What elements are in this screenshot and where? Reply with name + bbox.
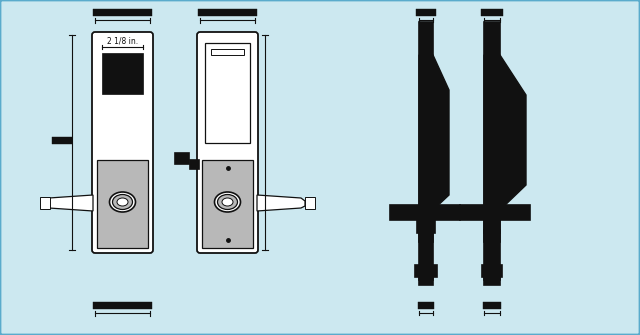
Text: 2 1/8 in.: 2 1/8 in.: [107, 37, 138, 46]
Bar: [484, 22, 500, 280]
Ellipse shape: [113, 195, 132, 209]
FancyBboxPatch shape: [197, 32, 258, 253]
Ellipse shape: [109, 192, 136, 212]
Bar: [93, 8, 152, 15]
Ellipse shape: [218, 195, 237, 209]
Ellipse shape: [214, 192, 241, 212]
Bar: [190, 160, 199, 169]
Bar: [416, 8, 436, 15]
Bar: [419, 22, 433, 280]
Bar: [211, 49, 244, 55]
Bar: [52, 136, 72, 143]
Ellipse shape: [117, 198, 128, 206]
Bar: [102, 53, 143, 94]
Bar: [419, 277, 433, 285]
Bar: [97, 160, 148, 248]
Polygon shape: [45, 195, 93, 211]
Bar: [484, 277, 500, 285]
Bar: [419, 230, 433, 242]
Bar: [482, 265, 502, 277]
Bar: [40, 197, 50, 209]
Bar: [175, 153, 189, 164]
Bar: [484, 218, 500, 233]
Polygon shape: [257, 195, 305, 211]
Bar: [460, 205, 530, 220]
Bar: [305, 197, 315, 209]
Polygon shape: [484, 55, 526, 210]
FancyBboxPatch shape: [92, 32, 153, 253]
Ellipse shape: [222, 198, 233, 206]
Bar: [202, 160, 253, 248]
Polygon shape: [419, 55, 449, 210]
Bar: [483, 302, 501, 309]
Bar: [93, 302, 152, 309]
Bar: [205, 43, 250, 143]
Bar: [417, 218, 435, 233]
Bar: [415, 265, 437, 277]
Bar: [418, 302, 434, 309]
Bar: [198, 8, 257, 15]
Bar: [481, 8, 503, 15]
Bar: [390, 205, 460, 220]
Bar: [484, 230, 500, 242]
